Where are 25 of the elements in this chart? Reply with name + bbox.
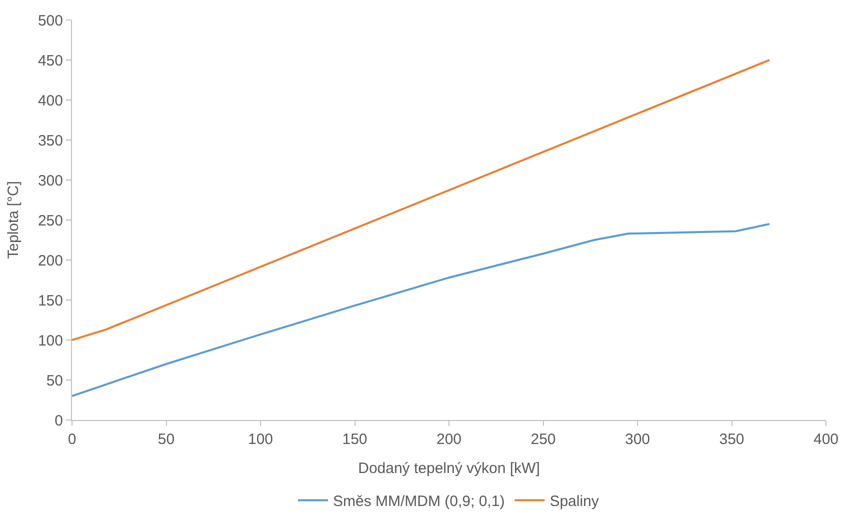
y-tick-label: 300: [38, 172, 63, 190]
x-tick-label: 50: [158, 431, 175, 448]
y-tick-label: 50: [46, 372, 63, 390]
y-tick-label: 0: [54, 412, 63, 430]
x-tick-label: 0: [68, 431, 76, 448]
x-tick-label: 350: [719, 431, 744, 448]
y-tick-label: 250: [38, 212, 63, 230]
y-tick-label: 450: [38, 52, 63, 70]
line-series: [72, 223, 770, 397]
y-tick-label: 500: [38, 12, 63, 30]
y-tick-label: 400: [38, 92, 63, 110]
y-tick-label: 350: [38, 132, 63, 150]
legend-label: Spaliny: [550, 493, 600, 510]
x-tick-label: 100: [248, 431, 274, 448]
y-tick-label: 100: [38, 332, 63, 350]
y-tick-label: 150: [38, 292, 63, 310]
legend-label: Směs MM/MDM (0,9; 0,1): [333, 493, 505, 510]
x-axis-title: Dodaný tepelný výkon [kW]: [358, 460, 540, 477]
x-tick-label: 400: [813, 431, 839, 448]
y-axis-title: Teplota [°C]: [5, 181, 22, 259]
x-tick-label: 200: [436, 431, 462, 448]
x-tick-label: 250: [530, 431, 556, 448]
x-tick-label: 300: [624, 431, 650, 448]
y-tick-label: 200: [38, 252, 63, 270]
x-tick-label: 150: [342, 431, 368, 448]
